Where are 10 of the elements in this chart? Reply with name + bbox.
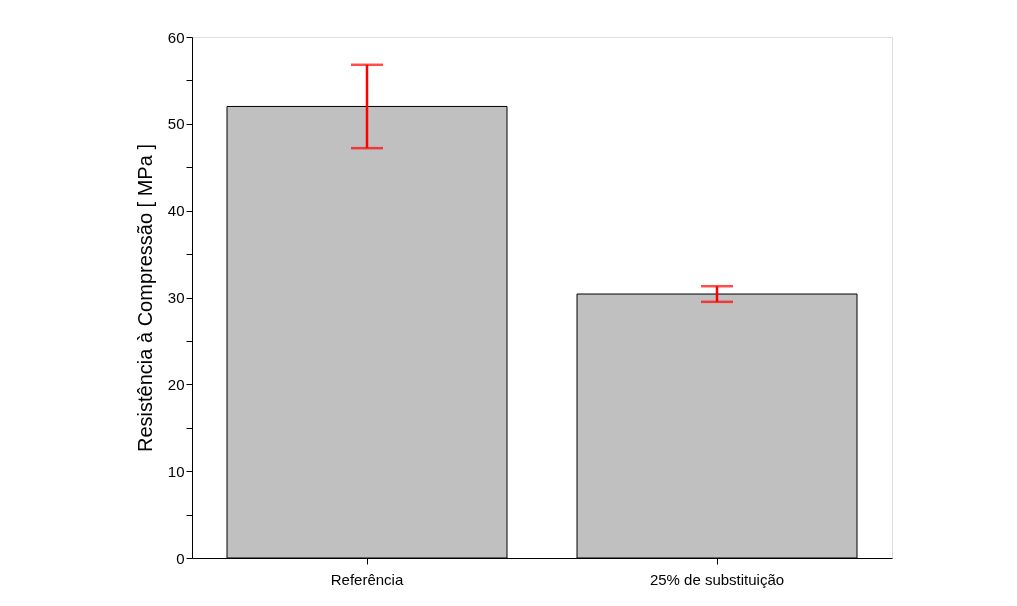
y-axis-title: Resistência à Compressão [ MPa ]: [133, 144, 156, 452]
y-tick-label: 30: [167, 289, 185, 306]
y-tick-label: 20: [167, 375, 185, 393]
y-tick-label: 40: [167, 202, 185, 220]
y-tick-label: 60: [167, 28, 185, 46]
x-tick-label: 25% de substituição: [649, 570, 785, 588]
x-tick-label: Referência: [330, 570, 404, 588]
y-tick-label: 50: [167, 115, 185, 133]
y-tick-label: 0: [176, 549, 185, 567]
y-tick-label: 10: [167, 462, 185, 480]
